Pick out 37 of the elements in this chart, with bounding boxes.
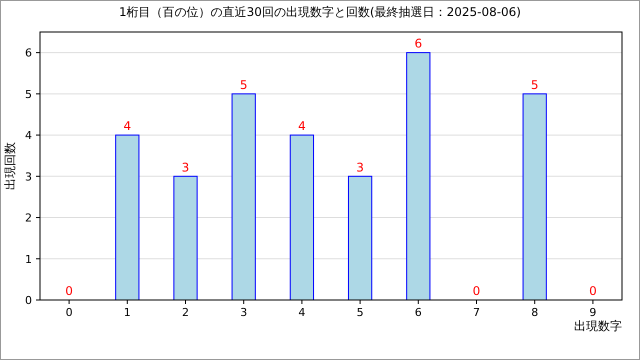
x-tick-label: 3 <box>240 306 248 319</box>
y-tick-label: 3 <box>25 170 32 184</box>
data-label: 0 <box>589 284 597 298</box>
y-tick-label: 6 <box>25 46 32 60</box>
data-label: 3 <box>182 160 190 174</box>
y-axis-title: 出現回数 <box>3 142 17 190</box>
x-tick-label: 1 <box>124 306 131 319</box>
data-label: 0 <box>472 284 480 298</box>
x-tick-label: 9 <box>589 306 596 319</box>
data-label: 5 <box>530 78 539 92</box>
data-label: 4 <box>123 119 132 134</box>
bar <box>348 176 372 300</box>
bar <box>173 176 198 300</box>
chart-title: 1桁目（百の位）の直近30回の出現数字と回数(最終抽選日：2025-08-06) <box>118 5 522 19</box>
x-tick-label: 4 <box>298 306 306 319</box>
x-tick-label: 7 <box>473 306 480 319</box>
bar <box>522 93 547 300</box>
data-label: 6 <box>414 36 422 51</box>
data-label: 0 <box>65 284 73 298</box>
bar <box>232 93 256 300</box>
bar <box>290 134 314 300</box>
x-tick-label: 2 <box>182 306 189 319</box>
y-tick-label: 4 <box>25 129 32 142</box>
y-tick-label: 0 <box>25 294 32 307</box>
x-tick-label: 8 <box>531 306 538 319</box>
data-label: 4 <box>298 119 306 134</box>
x-tick-label: 0 <box>66 306 73 319</box>
x-axis-title: 出現数字 <box>574 319 622 333</box>
x-tick-label: 5 <box>356 306 364 319</box>
y-tick-label: 2 <box>25 212 32 225</box>
x-tick-label: 6 <box>414 306 422 319</box>
data-label: 3 <box>356 160 364 174</box>
y-tick-label: 5 <box>25 88 32 101</box>
bar <box>406 52 430 300</box>
bar <box>115 134 140 300</box>
y-tick-label: 1 <box>25 252 32 266</box>
data-label: 5 <box>240 78 248 92</box>
